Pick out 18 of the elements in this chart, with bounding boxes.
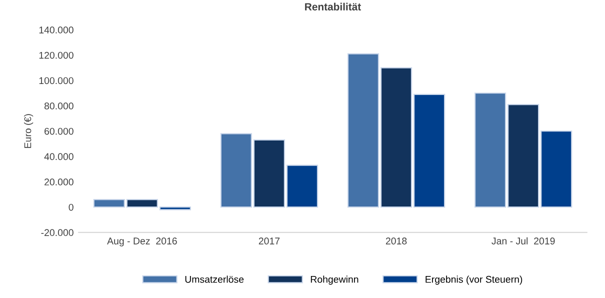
- y-tick-label: -20.000: [41, 229, 74, 236]
- y-tick-label: 120.000: [39, 52, 74, 59]
- y-tick-label: 140.000: [39, 26, 74, 34]
- y-tick-label: 40.000: [44, 153, 74, 160]
- legend-label: Ergebnis (vor Steuern): [426, 276, 522, 285]
- x-tick-label: 2018: [386, 238, 407, 244]
- y-tick-label: 80.000: [44, 102, 74, 110]
- y-tick-label: 100.000: [39, 77, 74, 84]
- x-tick-label: 2017: [258, 238, 280, 244]
- legend-label: Rohgewinn: [310, 276, 358, 285]
- y-axis-title: Euro (€): [24, 114, 34, 148]
- y-tick-label: 0: [68, 204, 74, 211]
- y-tick-label: 20.000: [44, 178, 74, 186]
- y-tick-label: 60.000: [44, 128, 74, 135]
- x-tick-label: Aug - Dez 2016: [107, 238, 177, 246]
- chart-title: Rentabilität: [305, 2, 361, 10]
- legend-label: Umsatzerlöse: [185, 276, 244, 283]
- x-tick-label: Jan - Jul 2019: [492, 237, 555, 244]
